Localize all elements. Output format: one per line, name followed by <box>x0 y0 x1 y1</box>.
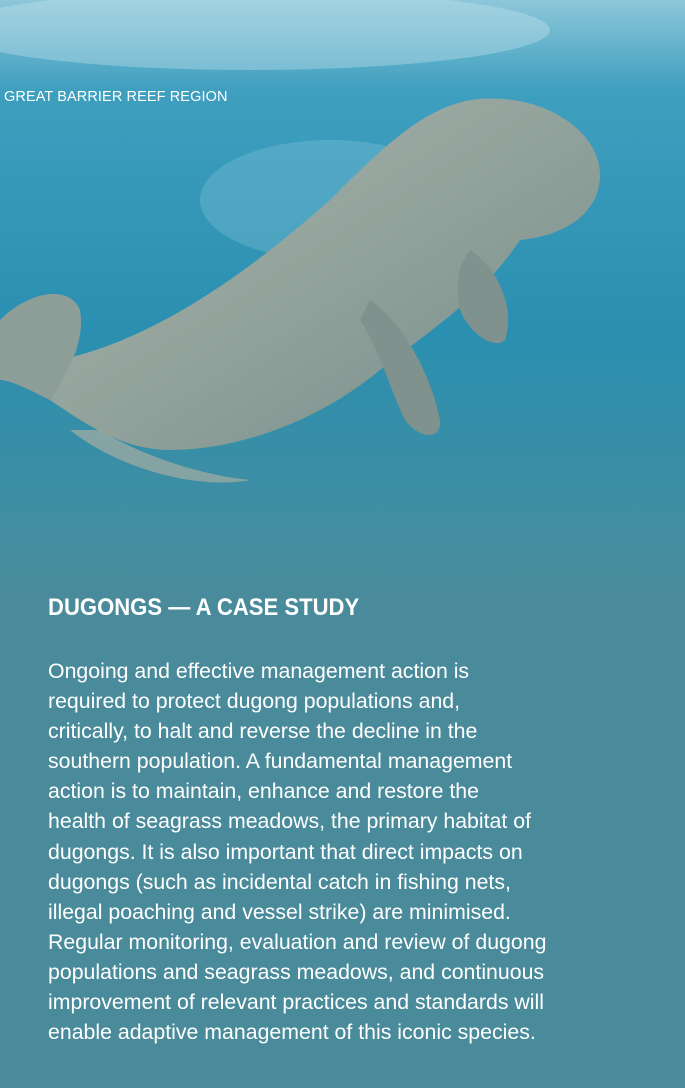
body-line: dugongs. It is also important that direc… <box>48 837 546 867</box>
region-label: GREAT BARRIER REEF REGION <box>4 89 228 105</box>
body-line: health of seagrass meadows, the primary … <box>48 806 546 836</box>
body-line: populations and seagrass meadows, and co… <box>48 957 546 987</box>
body-line: critically, to halt and reverse the decl… <box>48 716 546 746</box>
article-title: DUGONGS — A CASE STUDY <box>48 594 359 622</box>
body-line: Regular monitoring, evaluation and revie… <box>48 927 546 957</box>
page: GREAT BARRIER REEF REGION DUGONGS — A CA… <box>0 0 685 1088</box>
article-body: Ongoing and effective management action … <box>48 656 546 1047</box>
body-line: Ongoing and effective management action … <box>48 656 546 686</box>
body-line: action is to maintain, enhance and resto… <box>48 776 546 806</box>
body-line: dugongs (such as incidental catch in fis… <box>48 867 546 897</box>
body-line: southern population. A fundamental manag… <box>48 746 546 776</box>
body-line: improvement of relevant practices and st… <box>48 987 546 1017</box>
body-line: required to protect dugong populations a… <box>48 686 546 716</box>
body-line: enable adaptive management of this iconi… <box>48 1017 546 1047</box>
body-line: illegal poaching and vessel strike) are … <box>48 897 546 927</box>
